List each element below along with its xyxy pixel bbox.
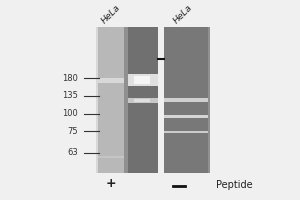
Text: +: + (106, 177, 116, 190)
Text: HeLa: HeLa (100, 3, 122, 25)
Bar (164, 98, 208, 102)
Bar (98, 156, 124, 158)
Text: 180: 180 (62, 74, 78, 83)
Bar (98, 27, 124, 173)
Text: HeLa: HeLa (172, 3, 194, 25)
Bar (96, 27, 210, 173)
Text: 75: 75 (68, 127, 78, 136)
Text: 100: 100 (62, 109, 78, 118)
Bar (96, 27, 98, 173)
Bar (128, 74, 158, 86)
Text: Peptide: Peptide (216, 180, 253, 190)
Bar (134, 99, 150, 102)
Bar (164, 27, 208, 173)
Bar (98, 78, 124, 83)
Bar (128, 98, 158, 103)
Text: 63: 63 (67, 148, 78, 157)
Bar (134, 76, 150, 84)
Bar (158, 27, 164, 173)
Bar (128, 27, 158, 173)
Text: 135: 135 (62, 91, 78, 100)
Bar (164, 131, 208, 133)
Bar (164, 115, 208, 118)
